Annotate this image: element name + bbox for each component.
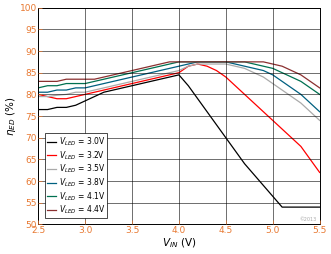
X-axis label: $V_{IN}\ \mathrm{(V)}$: $V_{IN}\ \mathrm{(V)}$ [162, 236, 196, 250]
Y-axis label: $\eta_{ED}\ \mathrm{(\%)}$: $\eta_{ED}\ \mathrm{(\%)}$ [4, 96, 18, 136]
Text: ©2013: ©2013 [300, 217, 317, 222]
Legend: $V_{LED}$ = 3.0V, $V_{LED}$ = 3.2V, $V_{LED}$ = 3.5V, $V_{LED}$ = 3.8V, $V_{LED}: $V_{LED}$ = 3.0V, $V_{LED}$ = 3.2V, $V_{… [45, 133, 107, 218]
